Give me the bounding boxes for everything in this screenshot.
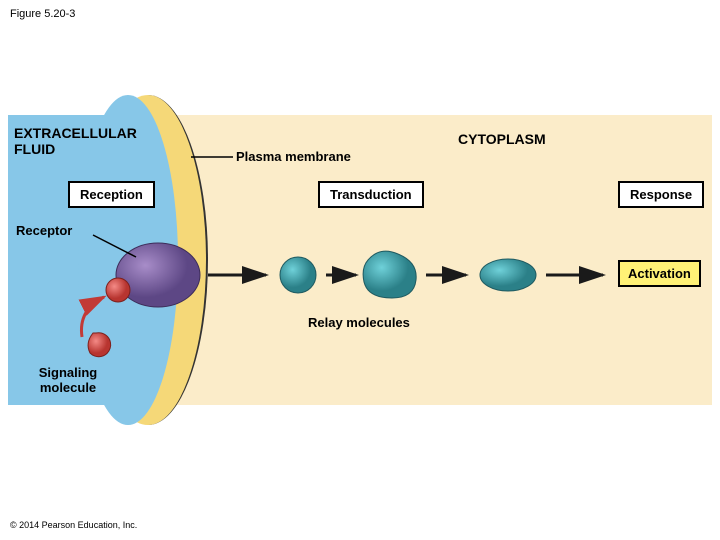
free-signal-molecule <box>88 333 111 357</box>
figure-number: Figure 5.20-3 <box>10 8 75 20</box>
signal-transduction-diagram: EXTRACELLULAR FLUID CYTOPLASM Plasma mem… <box>8 115 712 405</box>
transduction-box: Transduction <box>318 181 424 208</box>
plasma-membrane-label: Plasma membrane <box>236 149 351 164</box>
extracellular-label: EXTRACELLULAR FLUID <box>14 125 174 157</box>
relay-molecule-3 <box>480 259 536 291</box>
signaling-molecule-label: Signaling molecule <box>28 365 108 395</box>
binding-arrow <box>81 297 104 337</box>
response-box: Response <box>618 181 704 208</box>
relay-molecule-1 <box>280 257 316 293</box>
reception-box: Reception <box>68 181 155 208</box>
bound-signal-molecule <box>106 278 130 302</box>
relay-label: Relay molecules <box>308 315 410 330</box>
activation-box: Activation <box>618 260 701 287</box>
copyright-text: © 2014 Pearson Education, Inc. <box>10 520 137 530</box>
relay-molecule-2 <box>363 251 416 298</box>
shapes-layer <box>8 115 712 405</box>
cytoplasm-label: CYTOPLASM <box>458 131 546 147</box>
receptor-label: Receptor <box>16 223 72 238</box>
receptor-leader <box>93 235 136 257</box>
